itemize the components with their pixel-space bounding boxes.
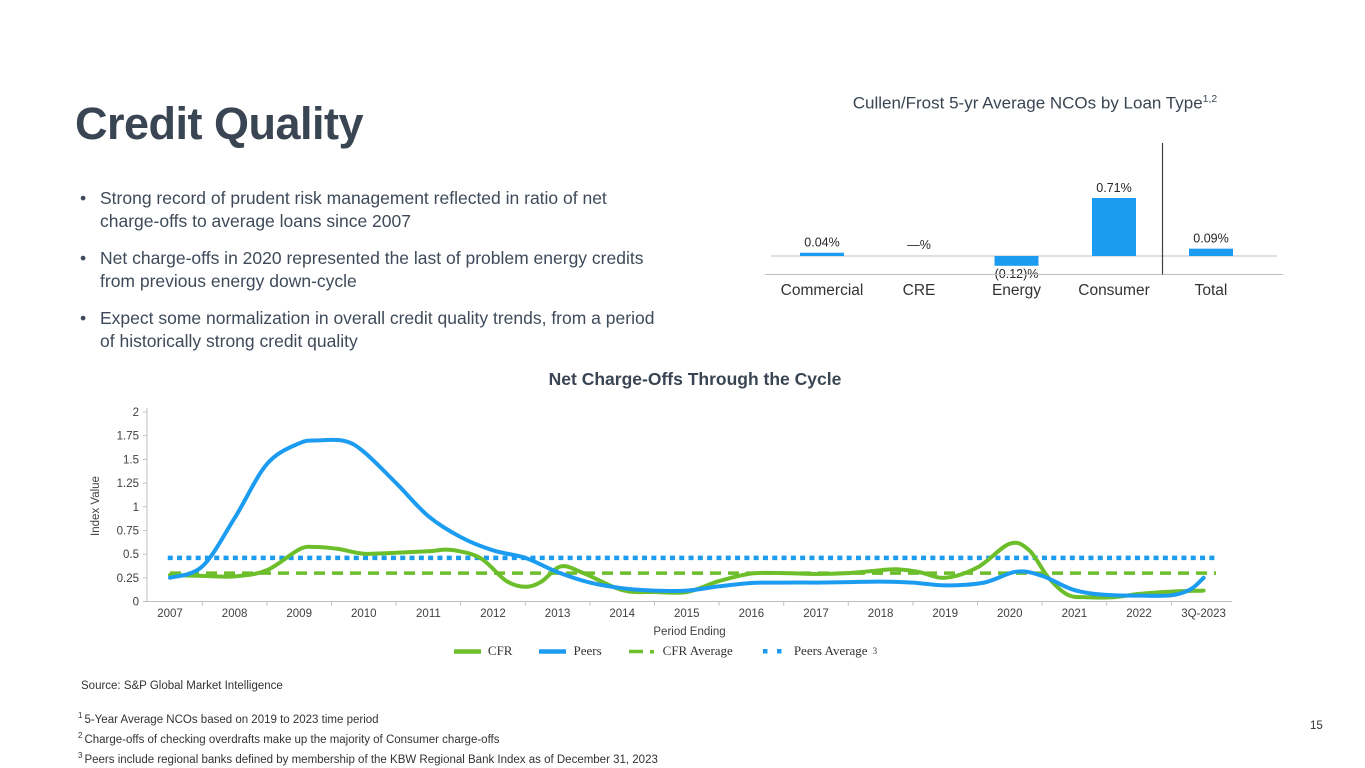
y-tick-label: 1 <box>133 502 139 514</box>
bullet-text: Strong record of prudent risk management… <box>100 188 607 231</box>
bar-chart-title: Cullen/Frost 5-yr Average NCOs by Loan T… <box>780 93 1290 114</box>
x-tick-label: 2013 <box>545 608 571 620</box>
bullet-item: Net charge-offs in 2020 represented the … <box>80 247 655 293</box>
y-tick-label: 1.25 <box>117 478 139 490</box>
x-tick-label: 2017 <box>803 608 829 620</box>
x-tick-label: 2012 <box>480 608 506 620</box>
bullet-marker <box>80 307 100 353</box>
legend-swatch-solid <box>453 648 481 654</box>
footnote-item: 3 Peers include regional banks defined by… <box>78 748 658 768</box>
x-tick-label: 2010 <box>351 608 377 620</box>
footnote-text: Charge-offs of checking overdrafts make … <box>84 733 500 746</box>
bar-category-label-total: Total <box>1195 282 1228 299</box>
bar-energy <box>994 256 1039 266</box>
chart-legend: CFR Peers CFR Average Peers Average 3 <box>85 643 1245 659</box>
bar-total <box>1189 248 1233 256</box>
bar-value-label: 0.09% <box>1193 232 1228 246</box>
page-number: 15 <box>1310 720 1323 732</box>
footnote-superscript: 2 <box>78 730 83 740</box>
y-tick-label: 2 <box>133 407 139 419</box>
legend-swatch-dotted <box>762 648 782 653</box>
x-tick-label: 2007 <box>157 608 183 620</box>
legend-item-peers: Peers <box>538 643 602 659</box>
y-tick-label: 1.75 <box>117 431 139 443</box>
x-tick-label: 2008 <box>222 608 248 620</box>
legend-swatch-solid <box>539 648 567 654</box>
y-tick-label: 0.5 <box>123 549 139 561</box>
x-tick-label: 2020 <box>997 608 1023 620</box>
x-tick-label: 2018 <box>868 608 894 620</box>
series-line-peers <box>168 437 1206 598</box>
y-tick-label: 1.5 <box>123 454 139 466</box>
bar-chart-title-text: Cullen/Frost 5-yr Average NCOs by Loan T… <box>852 93 1203 113</box>
bullet-text: Net charge-offs in 2020 represented the … <box>100 248 644 291</box>
footnotes: 1 5-Year Average NCOs based on 2019 to 20… <box>78 708 658 767</box>
footnote-item: 2 Charge-offs of checking overdrafts make… <box>78 728 658 748</box>
bar-category-label-commercial: Commercial <box>781 282 864 299</box>
bullet-item: Strong record of prudent risk management… <box>80 187 655 233</box>
bar-consumer <box>1092 197 1136 256</box>
y-axis-title: Index Value <box>90 476 102 536</box>
x-tick-label: 2021 <box>1062 608 1088 620</box>
source-note: Source: S&P Global Market Intelligence <box>81 680 283 692</box>
line-chart-title: Net Charge-Offs Through the Cycle <box>548 369 842 389</box>
legend-label: CFR Average <box>662 643 733 658</box>
legend-item-cfr-average: CFR Average <box>628 643 733 659</box>
bullet-marker <box>80 247 100 293</box>
x-axis-title: Period Ending <box>653 626 725 638</box>
footnote-text: 5-Year Average NCOs based on 2019 to 202… <box>84 713 379 726</box>
bar-value-label: (0.12)% <box>995 267 1039 281</box>
footnote-superscript: 3 <box>78 750 83 760</box>
y-tick-label: 0.75 <box>117 525 139 537</box>
bar-value-label: —% <box>907 238 931 252</box>
bar-category-label-cre: CRE <box>903 282 936 299</box>
x-tick-label: 2011 <box>416 608 441 620</box>
bar-commercial <box>800 252 844 256</box>
bar-category-label-energy: Energy <box>992 282 1041 299</box>
bar-category-label-consumer: Consumer <box>1078 282 1150 299</box>
bullet-list: Strong record of prudent risk management… <box>80 187 655 367</box>
bullet-item: Expect some normalization in overall cre… <box>80 307 655 353</box>
y-tick-label: 0 <box>133 597 139 609</box>
x-tick-label: 2019 <box>932 608 958 620</box>
x-tick-label: 2022 <box>1126 608 1152 620</box>
legend-label: Peers <box>573 643 602 658</box>
footnote-item: 1 5-Year Average NCOs based on 2019 to 20… <box>78 708 658 728</box>
x-tick-label: 2009 <box>286 608 312 620</box>
x-tick-label: 2014 <box>609 608 635 620</box>
footnote-superscript: 1 <box>78 711 83 720</box>
x-tick-label: 2015 <box>674 608 700 620</box>
footnote-text: Peers include regional banks defined by … <box>84 753 658 766</box>
x-tick-label: 3Q-2023 <box>1181 608 1226 620</box>
bullet-marker <box>80 187 100 233</box>
bullet-text: Expect some normalization in overall cre… <box>100 308 655 351</box>
legend-label-superscript: 3 <box>872 646 878 656</box>
legend-swatch-dashed <box>628 649 654 653</box>
bar-chart: 0.04% —% (0.12)% 0.71% 0.09% Commercial CRE Ene… <box>765 143 1283 299</box>
legend-item-peers-average: Peers Average 3 <box>759 643 877 659</box>
line-chart: 0 0.25 0.5 0.75 1 1.25 1.5 1.75 2 2007 2008 2009 201… <box>90 407 1232 638</box>
bar-value-label: 0.04% <box>804 236 839 250</box>
page-title: Credit Quality <box>75 98 364 149</box>
bar-chart-title-superscript: 1,2 <box>1202 93 1218 105</box>
legend-item-cfr: CFR <box>453 643 513 659</box>
legend-label: CFR <box>487 643 513 658</box>
x-tick-label: 2016 <box>739 608 765 620</box>
legend-label: Peers Average <box>793 643 868 658</box>
y-tick-label: 0.25 <box>117 573 139 585</box>
bar-value-label: 0.71% <box>1096 181 1131 195</box>
